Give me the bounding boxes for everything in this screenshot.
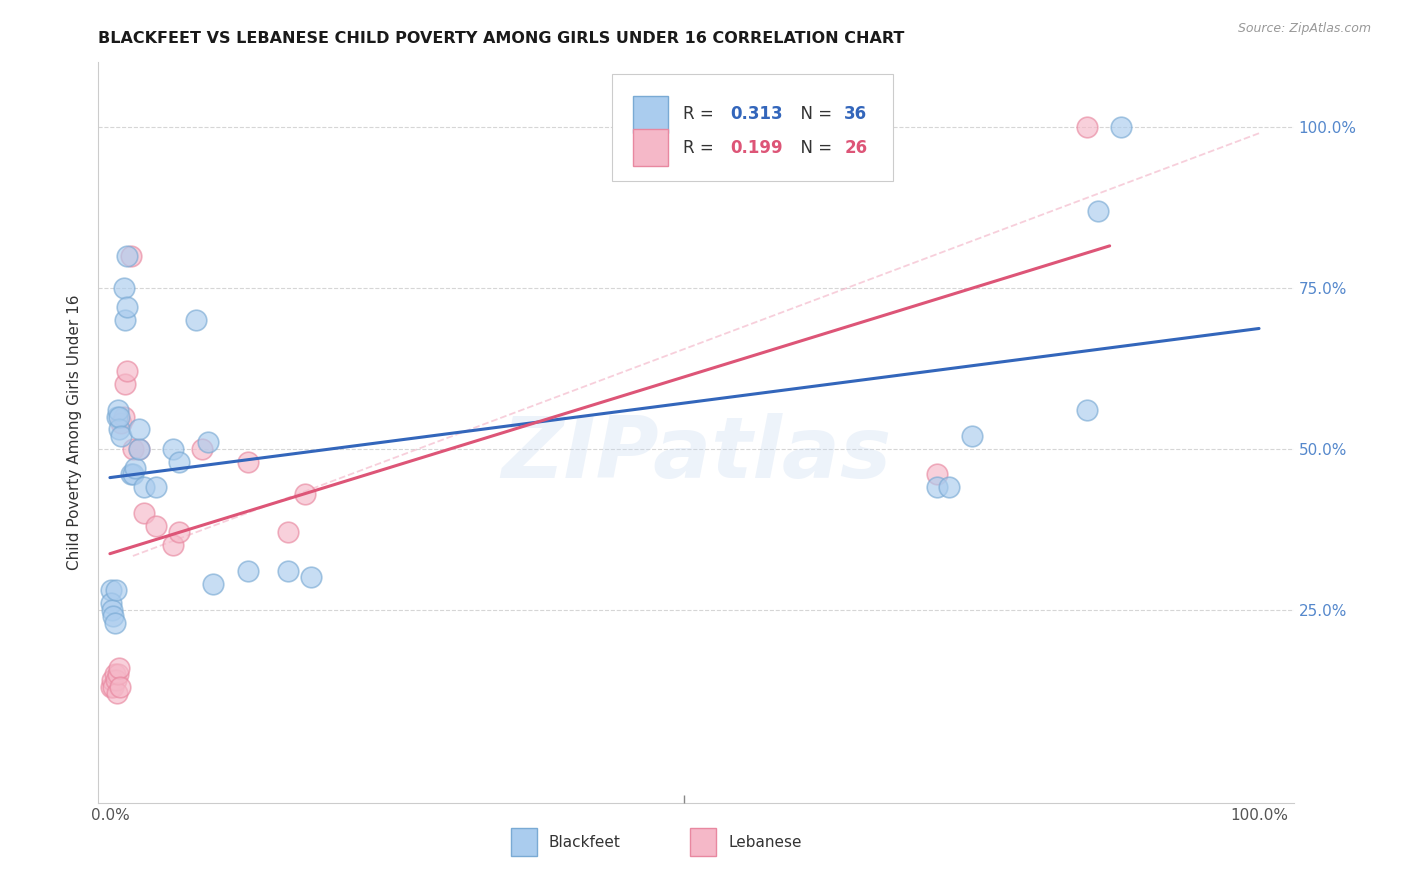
Point — [108, 660, 131, 674]
Point — [112, 281, 135, 295]
Point — [107, 667, 129, 681]
Text: 26: 26 — [844, 138, 868, 157]
Point — [162, 442, 184, 456]
Text: N =: N = — [790, 105, 838, 123]
Point — [1087, 203, 1109, 218]
Point — [167, 525, 190, 540]
Point — [191, 442, 214, 456]
Point — [134, 480, 156, 494]
Point — [299, 570, 322, 584]
Point — [107, 403, 129, 417]
Point — [960, 429, 983, 443]
Point — [236, 454, 259, 468]
Text: 0.199: 0.199 — [731, 138, 783, 157]
Point — [100, 680, 122, 694]
Point — [115, 300, 138, 314]
Point — [115, 249, 138, 263]
Point — [236, 564, 259, 578]
Point — [110, 429, 132, 443]
Point — [104, 583, 127, 598]
Point — [134, 506, 156, 520]
Point — [1076, 120, 1098, 134]
Point — [120, 249, 142, 263]
Point — [1076, 403, 1098, 417]
Point — [122, 442, 145, 456]
Point — [103, 615, 125, 630]
Point — [105, 409, 128, 424]
Point — [104, 673, 127, 688]
Point — [122, 467, 145, 482]
Point — [1109, 120, 1132, 134]
Point — [108, 422, 131, 436]
Point — [100, 583, 122, 598]
Point — [128, 422, 150, 436]
Point — [167, 454, 190, 468]
Text: Lebanese: Lebanese — [728, 835, 801, 849]
FancyBboxPatch shape — [613, 73, 893, 181]
Text: ZIPatlas: ZIPatlas — [501, 413, 891, 496]
Point — [101, 673, 124, 688]
Point — [103, 609, 125, 624]
Point — [938, 480, 960, 494]
Point — [162, 538, 184, 552]
Point — [105, 686, 128, 700]
Point — [927, 467, 949, 482]
Point — [124, 461, 146, 475]
Point — [112, 409, 135, 424]
Text: Source: ZipAtlas.com: Source: ZipAtlas.com — [1237, 22, 1371, 36]
Point — [202, 577, 225, 591]
Y-axis label: Child Poverty Among Girls Under 16: Child Poverty Among Girls Under 16 — [67, 295, 83, 570]
Point — [120, 467, 142, 482]
Text: R =: R = — [683, 105, 718, 123]
Point — [184, 313, 207, 327]
Point — [103, 667, 125, 681]
Point — [294, 487, 316, 501]
FancyBboxPatch shape — [690, 828, 716, 856]
Point — [101, 602, 124, 616]
Point — [115, 364, 138, 378]
Point — [145, 480, 167, 494]
Point — [277, 525, 299, 540]
Point — [128, 442, 150, 456]
FancyBboxPatch shape — [633, 95, 668, 133]
Text: R =: R = — [683, 138, 718, 157]
Point — [197, 435, 219, 450]
Text: N =: N = — [790, 138, 838, 157]
FancyBboxPatch shape — [510, 828, 537, 856]
Point — [114, 313, 136, 327]
Point — [110, 680, 132, 694]
Text: 36: 36 — [844, 105, 868, 123]
Point — [103, 680, 125, 694]
Point — [100, 596, 122, 610]
Point — [110, 416, 132, 430]
Point — [114, 377, 136, 392]
Text: BLACKFEET VS LEBANESE CHILD POVERTY AMONG GIRLS UNDER 16 CORRELATION CHART: BLACKFEET VS LEBANESE CHILD POVERTY AMON… — [98, 31, 905, 46]
FancyBboxPatch shape — [633, 129, 668, 166]
Point — [145, 519, 167, 533]
Point — [128, 442, 150, 456]
Text: 0.313: 0.313 — [731, 105, 783, 123]
Point — [927, 480, 949, 494]
Point — [277, 564, 299, 578]
Point — [108, 409, 131, 424]
Text: Blackfeet: Blackfeet — [548, 835, 621, 849]
